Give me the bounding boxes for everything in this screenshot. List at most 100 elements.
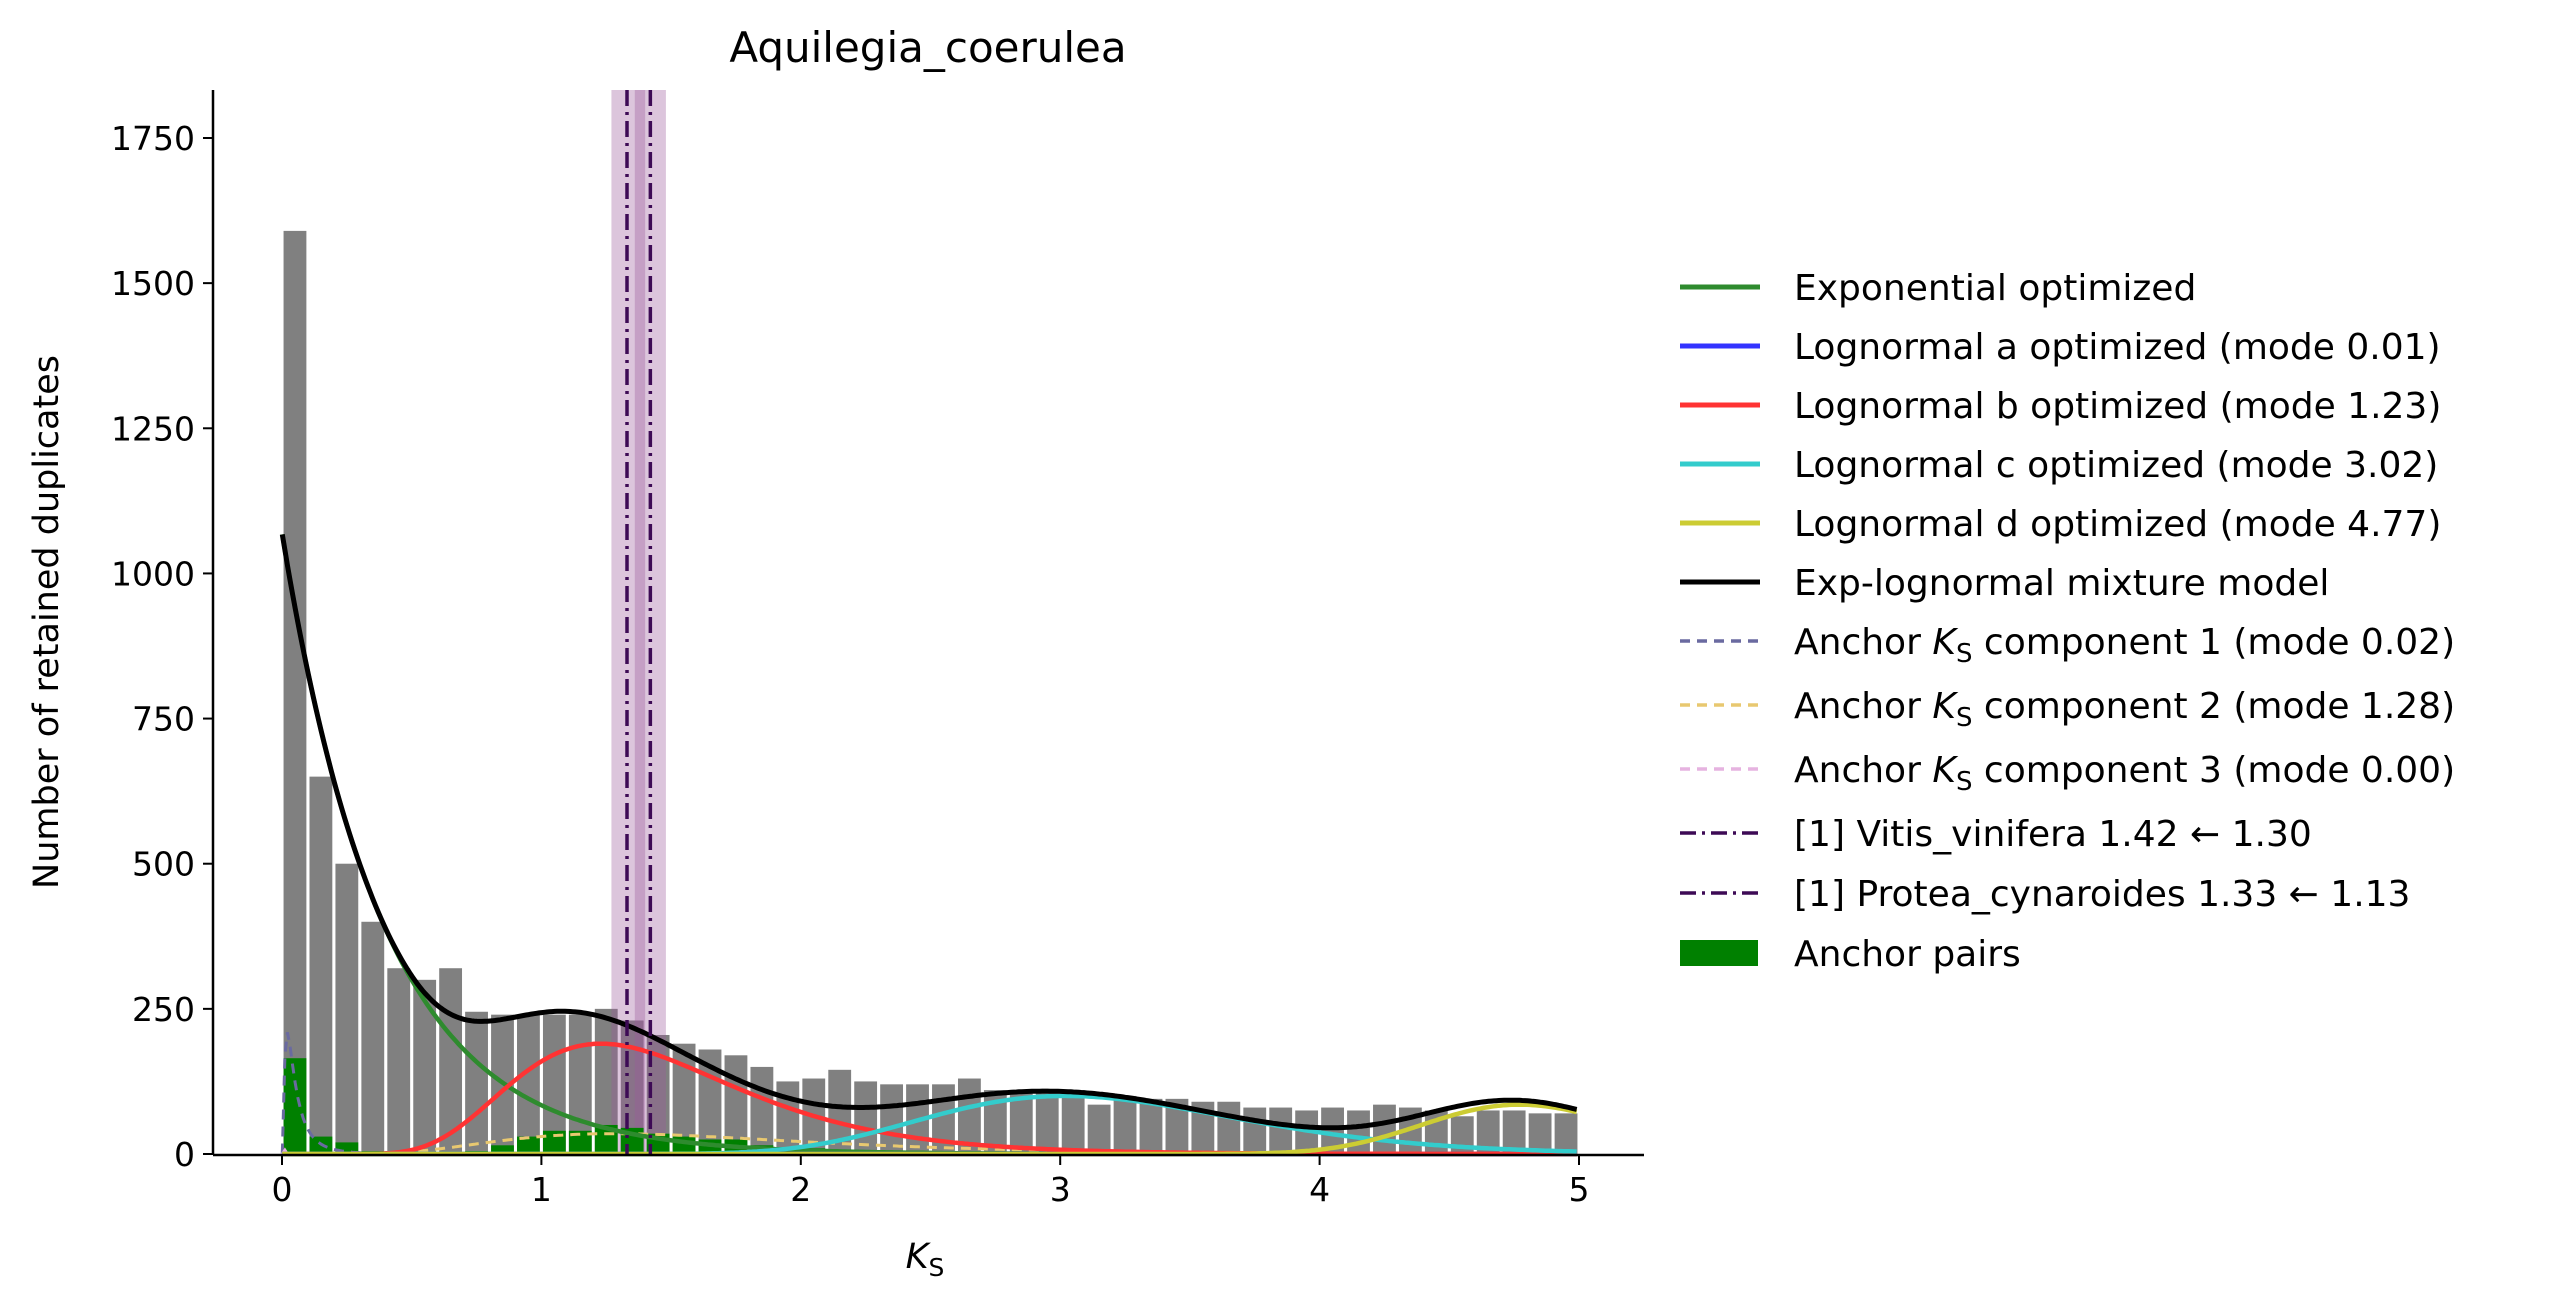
histogram-bar	[1061, 1090, 1085, 1154]
y-tick-label: 1000	[111, 554, 195, 593]
legend-label-suffix: component 2 (mode 1.28)	[1972, 686, 2455, 727]
x-tick-label: 1	[531, 1170, 552, 1209]
chart-title: Aquilegia_coerulea	[729, 23, 1126, 72]
legend-item: Anchor KS component 3 (mode 0.00)	[1680, 750, 2455, 797]
legend-label: Anchor KS component 3 (mode 0.00)	[1794, 750, 2455, 797]
legend-label: Anchor KS component 1 (mode 0.02)	[1794, 622, 2455, 669]
legend: Exponential optimized Lognormal a optimiz…	[1680, 268, 2455, 975]
legend-item: Anchor KS component 2 (mode 1.28)	[1680, 686, 2455, 733]
legend-label: Lognormal b optimized (mode 1.23)	[1794, 386, 2441, 427]
legend-label: Lognormal d optimized (mode 4.77)	[1794, 504, 2441, 545]
histogram-bar	[854, 1081, 878, 1154]
component-curve-2	[282, 1041, 1577, 1157]
anchor-histogram-bar	[517, 1136, 540, 1154]
histogram-bar	[646, 1034, 670, 1154]
legend-label-k: K	[1932, 622, 1958, 663]
histogram-bar	[1139, 1098, 1163, 1154]
histogram-bar	[465, 1011, 488, 1154]
histogram-bar	[1217, 1101, 1241, 1154]
legend-item: Lognormal c optimized (mode 3.02)	[1680, 445, 2438, 486]
legend-label: Lognormal a optimized (mode 0.01)	[1794, 327, 2441, 368]
histogram-bar	[1373, 1104, 1396, 1154]
anchor-histogram-bar	[568, 1130, 592, 1154]
legend-label: Anchor KS component 2 (mode 1.28)	[1794, 686, 2455, 733]
x-axis-label: KS	[906, 1237, 945, 1282]
histogram-bar	[1165, 1098, 1189, 1154]
histogram-bar	[1347, 1110, 1370, 1154]
histogram-bar	[1476, 1110, 1500, 1154]
legend-item: Lognormal d optimized (mode 4.77)	[1680, 504, 2441, 545]
histogram-bar	[1243, 1107, 1267, 1154]
histogram-bar	[361, 921, 385, 1154]
anchor-histogram-bar	[491, 1145, 514, 1154]
histogram-bar	[1009, 1090, 1033, 1154]
x-tick-label: 0	[272, 1170, 293, 1209]
legend-label-prefix: Anchor	[1794, 622, 1932, 663]
histogram-bar	[283, 230, 307, 1155]
histogram-bar	[776, 1081, 800, 1154]
legend-item: [1] Vitis_vinifera 1.42 ← 1.30	[1680, 814, 2312, 855]
legend-label: Exponential optimized	[1794, 268, 2196, 309]
histogram-bar	[1554, 1113, 1578, 1154]
axes: 0 1 2 3 4 5 0 250 500 750 1000 1250 1500 1750	[111, 90, 1644, 1209]
x-tick-label: 2	[790, 1170, 811, 1209]
histogram-bar	[880, 1084, 904, 1154]
y-tick-label: 1500	[111, 264, 195, 303]
legend-item: [1] Protea_cynaroides 1.33 ← 1.13	[1680, 874, 2410, 915]
histogram-bar	[1502, 1110, 1526, 1154]
legend-item: Anchor pairs	[1680, 934, 2021, 975]
histogram-bar	[1035, 1090, 1059, 1154]
legend-label-sub: S	[1956, 703, 1973, 733]
x-tick-label: 3	[1050, 1170, 1071, 1209]
x-axis-label-sub: S	[929, 1253, 945, 1282]
histogram-bar	[309, 776, 333, 1154]
legend-swatch	[1680, 940, 1758, 966]
y-tick-label: 750	[132, 700, 195, 739]
legend-label-k: K	[1932, 750, 1958, 791]
anchor-histogram-bar	[283, 1058, 307, 1154]
legend-label-prefix: Anchor	[1794, 686, 1932, 727]
legend-label-suffix: component 1 (mode 0.02)	[1972, 622, 2455, 663]
legend-item: Exp-lognormal mixture model	[1680, 563, 2329, 604]
legend-label: [1] Vitis_vinifera 1.42 ← 1.30	[1794, 814, 2312, 855]
y-tick-label: 250	[132, 990, 195, 1029]
x-axis-label-main: K	[906, 1237, 932, 1277]
legend-label-prefix: Anchor	[1794, 750, 1932, 791]
histogram-bar	[1087, 1104, 1111, 1154]
histogram-bar	[387, 968, 411, 1154]
histogram-bar	[1113, 1095, 1137, 1154]
y-tick-label: 0	[174, 1135, 195, 1174]
legend-item: Lognormal b optimized (mode 1.23)	[1680, 386, 2441, 427]
histogram-bar	[1321, 1107, 1344, 1154]
legend-label-sub: S	[1956, 767, 1973, 797]
mixture-model-curve	[279, 533, 1578, 1131]
component-curve-0	[280, 534, 1577, 1157]
legend-item: Exponential optimized	[1680, 268, 2196, 309]
legend-label: [1] Protea_cynaroides 1.33 ← 1.13	[1794, 874, 2410, 915]
histogram-bar	[1528, 1113, 1552, 1154]
legend-label: Anchor pairs	[1794, 934, 2021, 975]
legend-label-sub: S	[1956, 639, 1973, 669]
histogram-bar	[517, 1014, 540, 1154]
legend-label: Exp-lognormal mixture model	[1794, 563, 2329, 604]
y-tick-label: 1750	[111, 119, 195, 158]
histogram-bar	[1269, 1107, 1293, 1154]
y-tick-label: 500	[132, 845, 195, 884]
histogram-bar	[335, 863, 359, 1154]
histogram-bar	[828, 1069, 852, 1154]
legend-label: Lognormal c optimized (mode 3.02)	[1794, 445, 2438, 486]
x-tick-label: 5	[1569, 1170, 1590, 1209]
y-axis-label: Number of retained duplicates	[27, 355, 67, 889]
legend-label-k: K	[1932, 686, 1958, 727]
y-tick-label: 1250	[111, 409, 195, 448]
plot-area	[279, 90, 1578, 1157]
x-tick-label: 4	[1309, 1170, 1330, 1209]
legend-item: Lognormal a optimized (mode 0.01)	[1680, 327, 2441, 368]
anchor-histogram-bar	[335, 1142, 359, 1154]
histogram-bar	[983, 1090, 1007, 1154]
histogram-bar	[672, 1043, 696, 1154]
legend-label-suffix: component 3 (mode 0.00)	[1972, 750, 2455, 791]
legend-item: Anchor KS component 1 (mode 0.02)	[1680, 622, 2455, 669]
histogram-bar	[413, 979, 437, 1154]
